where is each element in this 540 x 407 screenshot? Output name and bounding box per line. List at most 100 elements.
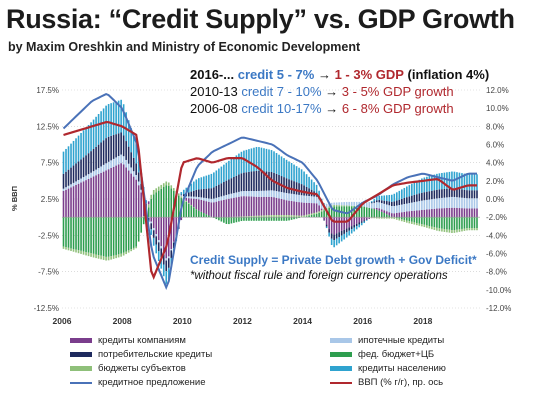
bar-segment: [190, 196, 193, 199]
bar-segment: [438, 208, 441, 218]
bar-segment: [308, 214, 310, 216]
bar-segment: [130, 217, 132, 250]
bar-segment: [255, 196, 258, 216]
legend-label: кредиты населению: [358, 363, 446, 374]
bar-segment: [167, 256, 170, 259]
bar-segment: [268, 190, 270, 197]
bar-segment: [77, 217, 80, 251]
bar-segment: [358, 206, 361, 218]
bar-segment: [82, 157, 85, 178]
bar-segment: [345, 205, 348, 207]
legend-label: кредитное предложение: [98, 377, 206, 388]
bar-segment: [105, 170, 107, 218]
bar-segment: [348, 201, 350, 206]
bar-segment: [253, 191, 255, 197]
bar-segment: [165, 258, 168, 261]
bar-segment: [305, 216, 308, 218]
bar-segment: [355, 217, 358, 224]
bar-segment: [255, 191, 258, 197]
bar-segment: [401, 219, 403, 222]
bar-segment: [456, 229, 458, 233]
bar-segment: [260, 190, 263, 197]
bar-segment: [203, 213, 205, 218]
x-tick-label: 2018: [413, 316, 432, 326]
x-tick-label: 2014: [293, 316, 312, 326]
bar-segment: [458, 197, 461, 209]
bar-segment: [456, 197, 458, 208]
bar-segment: [433, 227, 436, 230]
bar-segment: [313, 214, 315, 218]
bar-segment: [223, 217, 225, 223]
bar-segment: [345, 217, 348, 229]
bar-segment: [408, 196, 411, 204]
bar-segment: [160, 217, 163, 247]
bar-segment: [348, 205, 350, 207]
bar-segment: [120, 163, 122, 218]
x-tick-label: 2010: [173, 316, 192, 326]
bar-segment: [360, 206, 363, 218]
bar-segment: [315, 184, 318, 193]
bar-segment: [258, 196, 260, 216]
bar-segment: [288, 217, 290, 221]
bar-segment: [275, 191, 278, 198]
y-right-tick-label: -12.0%: [486, 304, 511, 313]
bar-segment: [225, 199, 228, 218]
bar-segment: [388, 194, 391, 202]
bar-segment: [107, 104, 110, 137]
bar-segment: [80, 250, 82, 254]
bar-segment: [255, 215, 258, 218]
bar-segment: [250, 217, 253, 221]
bar-segment: [165, 260, 168, 272]
bar-segment: [313, 182, 315, 192]
bar-segment: [436, 198, 438, 209]
bar-segment: [147, 217, 150, 218]
bar-segment: [436, 208, 438, 218]
bar-segment: [348, 230, 350, 236]
bar-segment: [345, 201, 348, 206]
bar-segment: [285, 178, 288, 193]
bar-segment: [358, 224, 361, 228]
bar-segment: [270, 190, 273, 197]
bar-segment: [396, 205, 398, 213]
bar-segment: [453, 207, 456, 218]
bar-segment: [473, 208, 476, 218]
bar-segment: [228, 194, 230, 199]
bar-segment: [280, 199, 283, 215]
bar-segment: [476, 174, 478, 191]
bar-segment: [245, 196, 248, 217]
bar-segment: [117, 100, 120, 134]
bar-segment: [365, 202, 368, 208]
annotation-gdp: 1 - 3% GDP: [334, 67, 404, 82]
bar-segment: [335, 205, 338, 207]
bar-segment: [250, 196, 253, 217]
bar-segment: [288, 179, 290, 194]
legend-swatch: [70, 338, 92, 343]
bar-segment: [240, 173, 243, 192]
bar-segment: [70, 143, 72, 168]
bar-segment: [102, 140, 105, 165]
bar-segment: [441, 217, 443, 229]
bar-segment: [471, 174, 473, 191]
bar-segment: [182, 194, 185, 197]
bar-segment: [170, 217, 173, 250]
bar-segment: [443, 217, 446, 230]
bar-segment: [223, 195, 225, 200]
annotation-arrow: →: [317, 67, 331, 82]
bar-segment: [471, 190, 473, 199]
bar-segment: [278, 198, 280, 215]
bar-segment: [411, 195, 413, 203]
bar-segment: [325, 209, 328, 218]
bar-segment: [375, 207, 378, 210]
bar-segment: [185, 201, 188, 218]
bar-segment: [188, 203, 190, 218]
bar-segment: [67, 185, 70, 189]
bar-segment: [305, 186, 308, 196]
bar-segment: [451, 230, 453, 234]
bar-segment: [456, 207, 458, 218]
bar-segment: [350, 229, 353, 234]
legend-swatch: [70, 352, 92, 357]
bar-segment: [162, 183, 165, 188]
bar-segment: [378, 199, 381, 203]
bar-segment: [398, 205, 401, 213]
bar-segment: [238, 191, 240, 197]
